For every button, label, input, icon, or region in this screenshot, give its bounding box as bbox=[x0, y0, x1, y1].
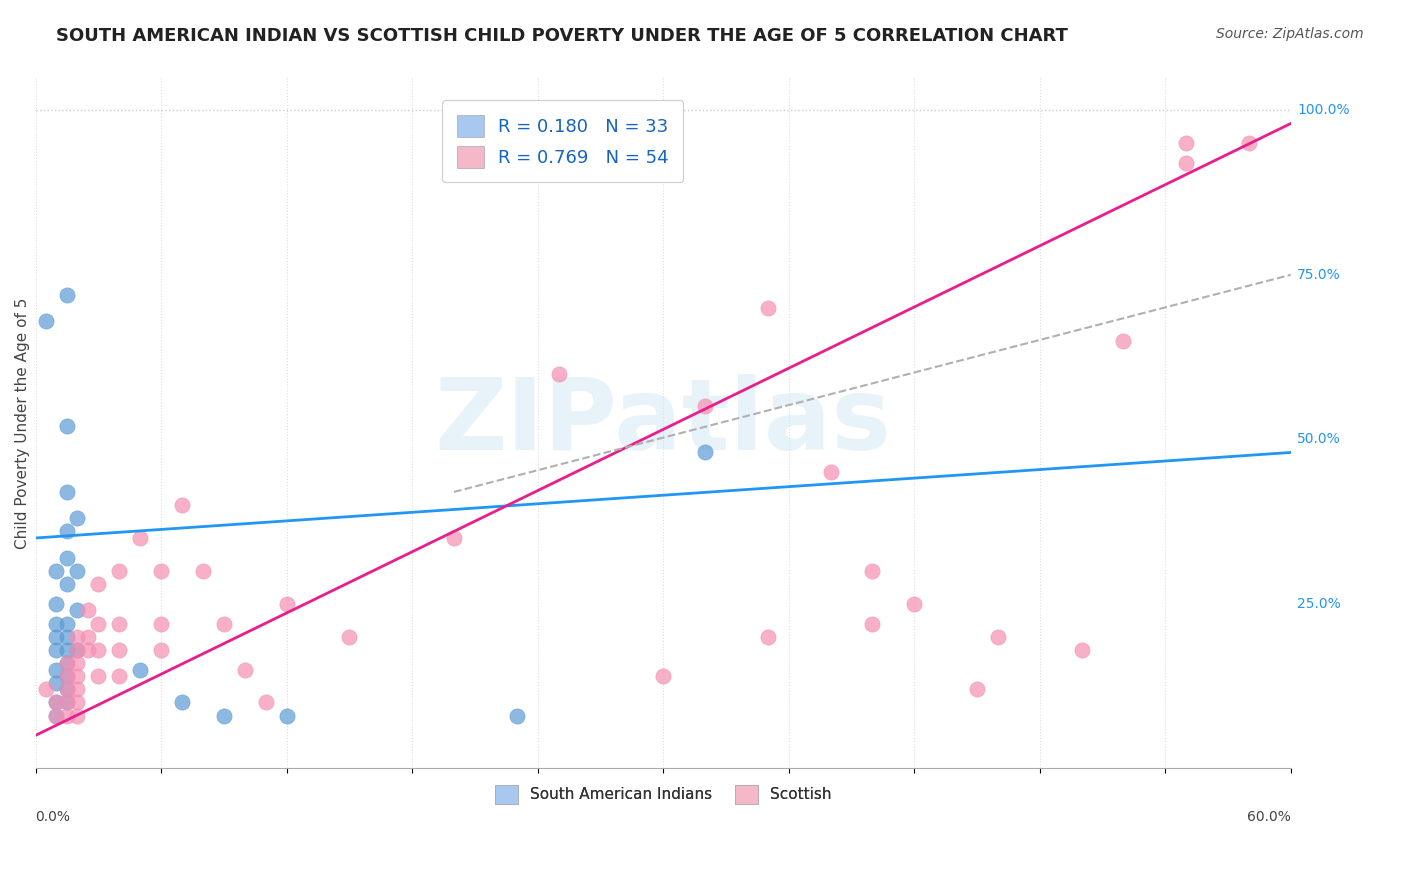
Point bbox=[56, 669, 79, 683]
Point bbox=[66, 511, 89, 525]
Text: 100.0%: 100.0% bbox=[1296, 103, 1350, 118]
Point bbox=[693, 445, 716, 459]
Point bbox=[56, 287, 79, 301]
Point bbox=[547, 367, 569, 381]
Point bbox=[1070, 643, 1092, 657]
Point bbox=[56, 577, 79, 591]
Point bbox=[56, 656, 79, 670]
Point bbox=[66, 696, 89, 710]
Point bbox=[35, 314, 58, 328]
Point bbox=[276, 597, 298, 611]
Point bbox=[129, 663, 152, 677]
Point bbox=[45, 663, 67, 677]
Y-axis label: Child Poverty Under the Age of 5: Child Poverty Under the Age of 5 bbox=[15, 297, 30, 549]
Point bbox=[56, 656, 79, 670]
Point bbox=[56, 550, 79, 565]
Point bbox=[45, 675, 67, 690]
Point bbox=[191, 564, 214, 578]
Point bbox=[76, 603, 98, 617]
Text: SOUTH AMERICAN INDIAN VS SCOTTISH CHILD POVERTY UNDER THE AGE OF 5 CORRELATION C: SOUTH AMERICAN INDIAN VS SCOTTISH CHILD … bbox=[56, 27, 1069, 45]
Point bbox=[652, 669, 675, 683]
Point bbox=[45, 564, 67, 578]
Point bbox=[56, 484, 79, 499]
Point bbox=[108, 616, 131, 631]
Point bbox=[820, 465, 842, 479]
Point bbox=[76, 643, 98, 657]
Point bbox=[56, 708, 79, 723]
Point bbox=[87, 643, 110, 657]
Point bbox=[170, 498, 193, 512]
Point bbox=[860, 564, 883, 578]
Point bbox=[56, 696, 79, 710]
Point bbox=[56, 616, 79, 631]
Point bbox=[150, 643, 173, 657]
Point bbox=[337, 630, 360, 644]
Point bbox=[87, 669, 110, 683]
Point bbox=[56, 524, 79, 539]
Point bbox=[108, 643, 131, 657]
Point bbox=[693, 400, 716, 414]
Point bbox=[233, 663, 256, 677]
Point bbox=[56, 682, 79, 697]
Point bbox=[56, 419, 79, 434]
Point bbox=[56, 643, 79, 657]
Point bbox=[66, 564, 89, 578]
Point bbox=[45, 708, 67, 723]
Text: Source: ZipAtlas.com: Source: ZipAtlas.com bbox=[1216, 27, 1364, 41]
Point bbox=[1237, 136, 1260, 151]
Point bbox=[45, 630, 67, 644]
Point bbox=[66, 643, 89, 657]
Point bbox=[966, 682, 988, 697]
Point bbox=[45, 696, 67, 710]
Point bbox=[108, 669, 131, 683]
Point bbox=[66, 708, 89, 723]
Point bbox=[66, 656, 89, 670]
Point bbox=[987, 630, 1010, 644]
Point bbox=[45, 597, 67, 611]
Text: 75.0%: 75.0% bbox=[1296, 268, 1341, 282]
Point bbox=[45, 708, 67, 723]
Point bbox=[129, 531, 152, 545]
Point bbox=[45, 616, 67, 631]
Point bbox=[756, 630, 779, 644]
Text: 60.0%: 60.0% bbox=[1247, 810, 1291, 823]
Point bbox=[276, 708, 298, 723]
Text: 0.0%: 0.0% bbox=[35, 810, 70, 823]
Point bbox=[66, 643, 89, 657]
Text: 50.0%: 50.0% bbox=[1296, 433, 1341, 446]
Point bbox=[150, 564, 173, 578]
Point bbox=[1112, 334, 1135, 348]
Point bbox=[1175, 136, 1198, 151]
Text: ZIPatlas: ZIPatlas bbox=[434, 375, 891, 471]
Point bbox=[108, 564, 131, 578]
Point bbox=[443, 531, 465, 545]
Point bbox=[56, 630, 79, 644]
Point bbox=[35, 682, 58, 697]
Point bbox=[212, 708, 235, 723]
Point bbox=[66, 603, 89, 617]
Point bbox=[860, 616, 883, 631]
Point bbox=[76, 630, 98, 644]
Point bbox=[756, 301, 779, 315]
Point bbox=[56, 696, 79, 710]
Point bbox=[66, 630, 89, 644]
Legend: South American Indians, Scottish: South American Indians, Scottish bbox=[482, 772, 844, 816]
Point bbox=[254, 696, 277, 710]
Point bbox=[87, 577, 110, 591]
Point bbox=[506, 708, 529, 723]
Point bbox=[56, 669, 79, 683]
Point bbox=[56, 682, 79, 697]
Text: 25.0%: 25.0% bbox=[1296, 597, 1341, 611]
Point bbox=[212, 616, 235, 631]
Point bbox=[66, 669, 89, 683]
Point bbox=[1175, 156, 1198, 170]
Point bbox=[150, 616, 173, 631]
Point bbox=[87, 616, 110, 631]
Point bbox=[45, 643, 67, 657]
Point bbox=[66, 682, 89, 697]
Point bbox=[45, 696, 67, 710]
Point bbox=[170, 696, 193, 710]
Point bbox=[903, 597, 925, 611]
